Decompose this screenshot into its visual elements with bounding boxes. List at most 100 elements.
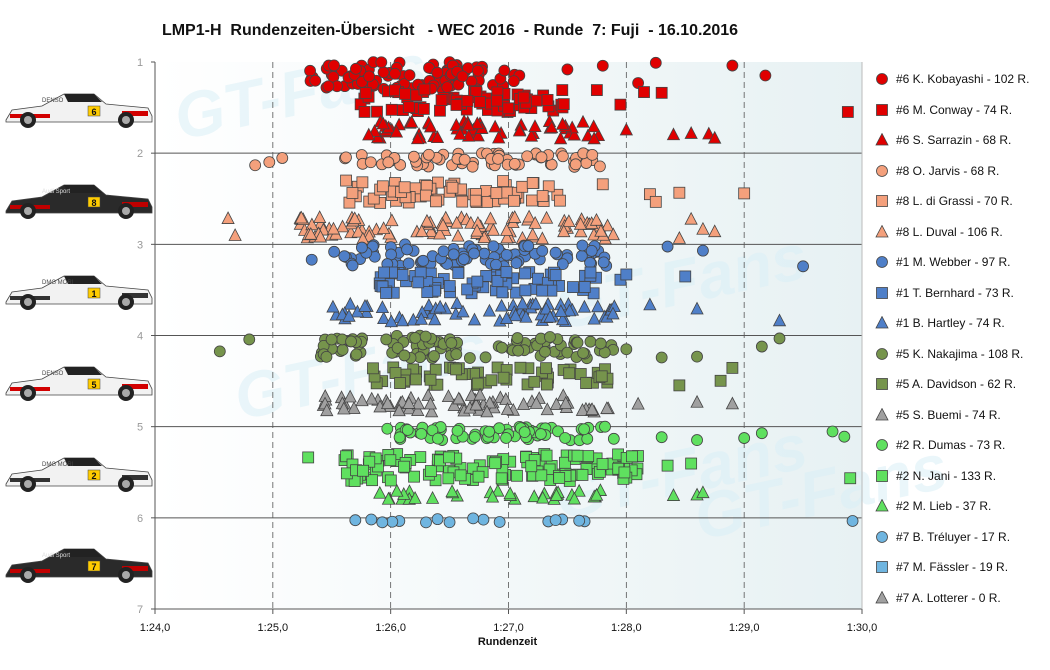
data-point	[492, 130, 506, 144]
data-point	[325, 333, 338, 346]
legend-marker-shape	[876, 378, 888, 391]
data-point	[702, 126, 716, 140]
data-point	[433, 299, 447, 313]
data-point	[574, 224, 588, 238]
legend-label: #5 K. Nakajima - 108 R.	[896, 346, 1024, 361]
data-point	[433, 226, 447, 240]
legend-marker-shape	[875, 407, 889, 421]
data-point	[480, 404, 494, 418]
data-point	[499, 392, 513, 405]
data-point	[672, 231, 687, 244]
y-tick-label: 6	[137, 513, 143, 525]
data-point	[567, 281, 579, 294]
data-point	[304, 64, 316, 77]
data-point	[336, 343, 349, 356]
data-point	[507, 75, 520, 88]
data-point	[679, 270, 692, 283]
data-point	[691, 434, 703, 446]
x-axis-label: Rundenzeit	[477, 636, 538, 648]
y-tick-label: 1	[137, 57, 143, 69]
legend-label: #1 T. Bernhard - 73 R.	[896, 285, 1014, 300]
series-7	[373, 266, 692, 300]
data-point	[424, 224, 438, 237]
data-point	[472, 470, 485, 483]
legend-item: #5 A. Davidson - 62 R.	[872, 369, 1047, 400]
data-point	[535, 469, 548, 482]
data-point	[559, 456, 571, 469]
data-point	[528, 119, 542, 132]
data-point	[415, 224, 429, 237]
data-point	[464, 388, 479, 401]
car-number: 5	[91, 380, 96, 390]
data-point	[350, 348, 363, 361]
data-point	[797, 260, 809, 273]
data-point	[389, 67, 401, 80]
data-point	[478, 247, 491, 260]
data-point	[362, 127, 376, 141]
data-point	[417, 103, 430, 115]
data-point	[461, 117, 475, 131]
data-point	[516, 397, 531, 410]
data-point	[411, 396, 426, 410]
legend-marker	[876, 286, 888, 299]
data-point	[409, 332, 422, 344]
data-point	[447, 398, 461, 411]
data-point	[376, 221, 391, 234]
data-point	[493, 422, 506, 435]
series-11	[316, 387, 740, 418]
data-point	[373, 485, 387, 499]
data-point	[755, 340, 768, 353]
data-point	[526, 227, 540, 241]
legend-item: #2 N. Jani - 133 R.	[872, 461, 1047, 492]
legend-marker	[876, 347, 888, 360]
data-point	[643, 297, 657, 311]
data-point	[578, 423, 590, 436]
data-point	[502, 102, 515, 115]
data-point	[450, 99, 463, 111]
legend-item: #8 L. di Grassi - 70 R.	[872, 186, 1047, 217]
series-2	[362, 114, 722, 145]
y-tick-label: 2	[137, 148, 143, 160]
data-point	[401, 243, 413, 256]
data-point	[524, 128, 539, 142]
data-point	[503, 486, 517, 500]
car-image-5: 5 DENSO	[2, 359, 156, 403]
data-point	[540, 362, 552, 375]
data-point	[649, 56, 662, 69]
data-point	[673, 379, 686, 392]
data-point	[490, 94, 503, 107]
data-point	[389, 367, 402, 379]
data-point	[655, 86, 668, 99]
series-1	[354, 83, 854, 118]
data-point	[638, 86, 650, 98]
data-point	[483, 211, 498, 225]
data-point	[597, 256, 610, 269]
data-point	[620, 343, 633, 356]
data-point	[429, 363, 442, 376]
data-point	[430, 130, 445, 144]
data-point	[453, 126, 467, 140]
legend-label: #7 A. Lotterer - 0 R.	[896, 590, 1001, 605]
y-tick-label: 3	[137, 239, 143, 251]
data-point	[385, 213, 399, 227]
legend-item: #6 M. Conway - 74 R.	[872, 95, 1047, 126]
data-point	[355, 393, 369, 407]
data-point	[487, 240, 500, 253]
data-point	[544, 120, 559, 134]
data-point	[328, 245, 341, 258]
data-point	[599, 420, 611, 433]
data-point	[445, 337, 458, 349]
data-point	[421, 388, 435, 401]
data-point	[312, 210, 327, 223]
data-point	[535, 151, 548, 164]
data-point	[543, 309, 557, 323]
data-point	[526, 177, 539, 189]
data-point	[305, 253, 318, 266]
data-point	[519, 284, 532, 297]
data-point	[348, 211, 362, 225]
data-point	[567, 127, 581, 141]
series-9	[213, 329, 786, 365]
data-point	[467, 512, 480, 525]
legend-label: #5 S. Buemi - 74 R.	[896, 407, 1001, 422]
data-point	[221, 211, 235, 224]
